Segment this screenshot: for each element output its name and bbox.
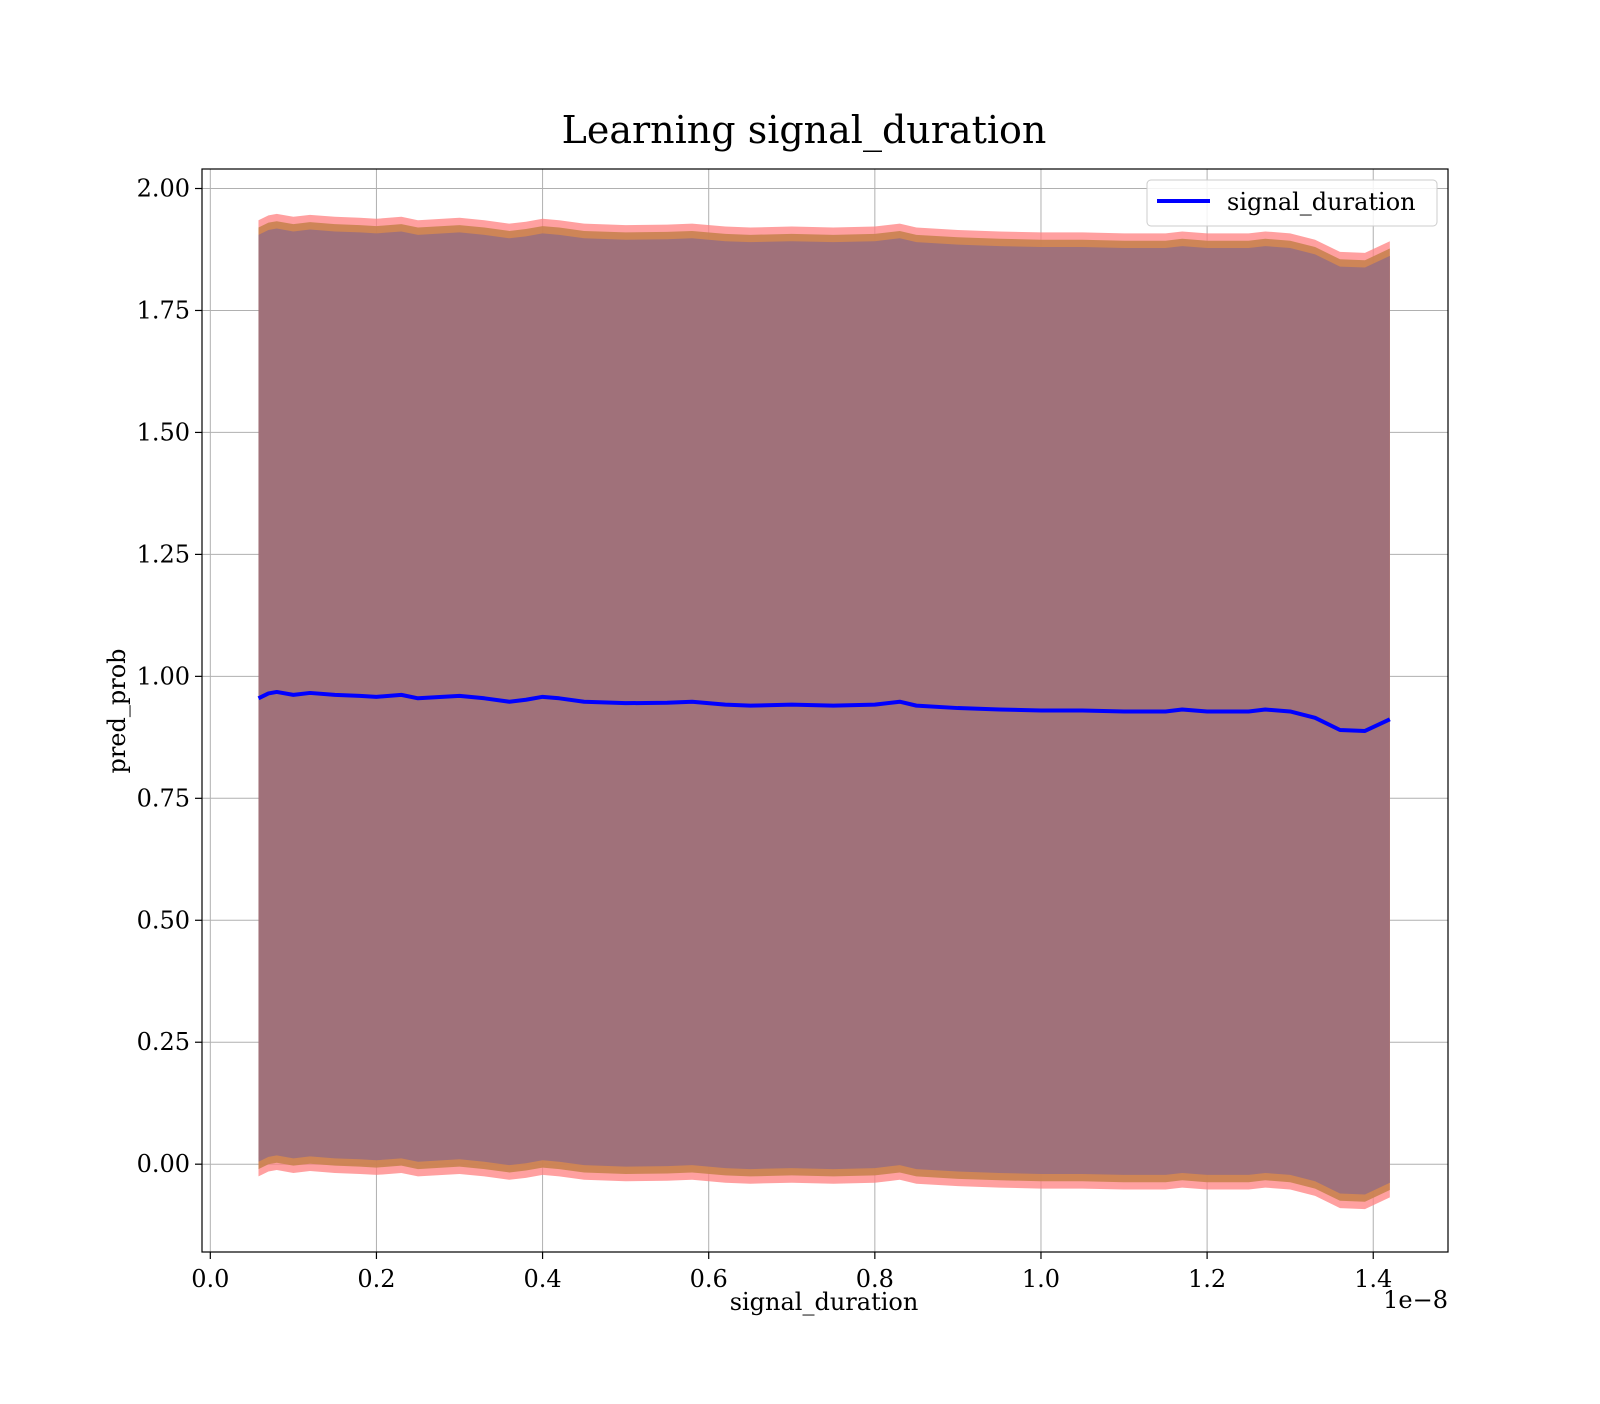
y-tick-label: 2.00 xyxy=(137,175,190,203)
series-lines xyxy=(257,689,1391,733)
x-tick-label: 1.2 xyxy=(1188,1265,1226,1293)
x-axis-label: signal_duration xyxy=(730,1288,919,1316)
y-tick-label: 0.50 xyxy=(137,906,190,934)
x-tick-label: 1.0 xyxy=(1022,1265,1060,1293)
x-axis-offset-text: 1e−8 xyxy=(1383,1286,1448,1314)
x-tick-label: 0.4 xyxy=(523,1265,561,1293)
y-tick-label: 1.25 xyxy=(137,540,190,568)
y-tick-label: 0.00 xyxy=(137,1150,190,1178)
chart-title: Learning signal_duration xyxy=(562,108,1047,153)
legend: signal_duration xyxy=(1146,179,1438,227)
x-tick-label: 0.2 xyxy=(357,1265,395,1293)
y-axis-label: pred_prob xyxy=(103,648,131,773)
plot-frame xyxy=(201,168,1449,1253)
y-tick-label: 1.00 xyxy=(137,662,190,690)
legend-box xyxy=(1146,179,1438,227)
y-tick-label: 1.75 xyxy=(137,296,190,324)
x-tick-label: 0.0 xyxy=(191,1265,229,1293)
y-tick-label: 0.25 xyxy=(137,1028,190,1056)
band-inner xyxy=(258,228,1390,1195)
y-tick-label: 1.50 xyxy=(137,418,190,446)
y-axis-ticks: 0.00 0.25 0.50 0.75 1.00 1.25 1.50 1.75 2.00 xyxy=(137,175,202,1178)
series-line-signal-duration xyxy=(257,689,1391,733)
x-tick-label: 0.8 xyxy=(856,1265,894,1293)
legend-label: signal_duration xyxy=(1227,188,1416,216)
x-tick-label: 0.6 xyxy=(690,1265,728,1293)
confidence-bands xyxy=(258,213,1390,1210)
x-axis-ticks: 0.0 0.2 0.4 0.6 0.8 1.0 1.2 1.4 xyxy=(191,1252,1392,1293)
x-tick-label: 1.4 xyxy=(1354,1265,1392,1293)
y-tick-label: 0.75 xyxy=(137,784,190,812)
